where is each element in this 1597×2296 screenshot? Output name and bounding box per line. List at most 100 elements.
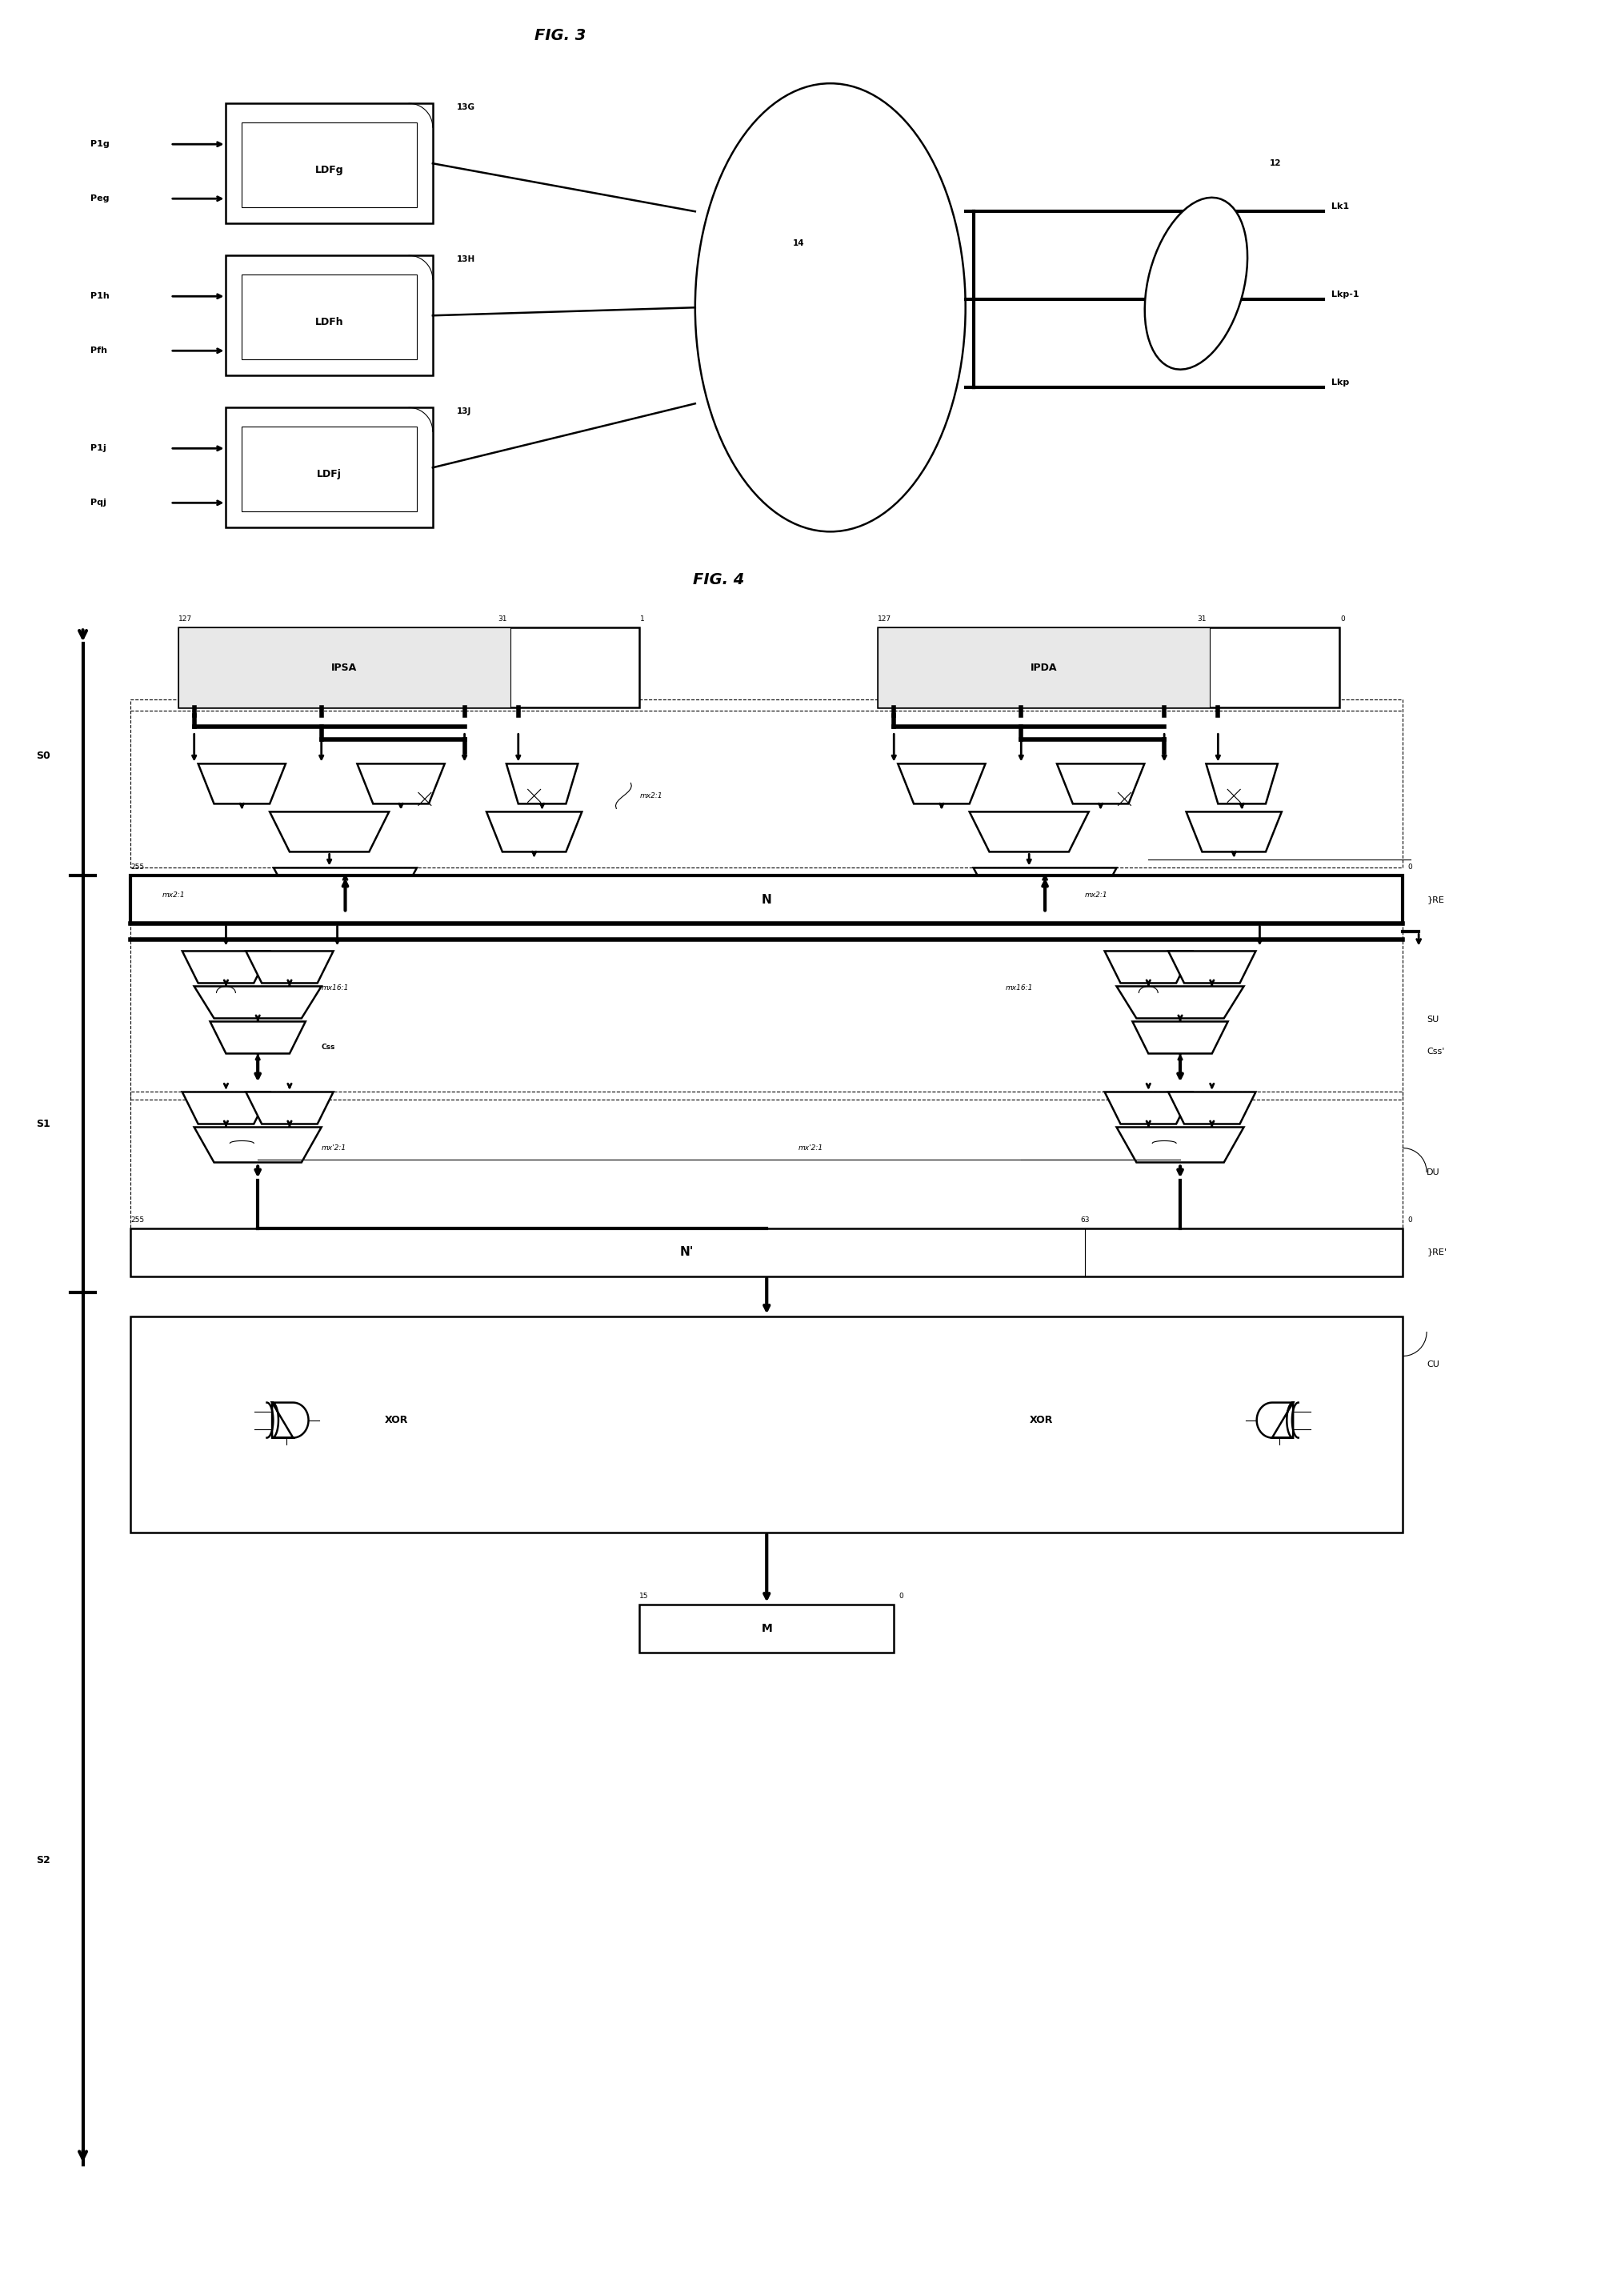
Polygon shape [270, 813, 390, 852]
Text: S2: S2 [37, 1855, 50, 1867]
Bar [131, 1093, 1402, 1261]
Polygon shape [969, 813, 1089, 852]
Text: 255: 255 [131, 1217, 144, 1224]
Bar [227, 103, 433, 223]
Bar [241, 276, 417, 360]
Text: FIG. 4: FIG. 4 [693, 572, 744, 588]
Polygon shape [182, 1093, 270, 1125]
Text: Lk1: Lk1 [1332, 202, 1349, 211]
Polygon shape [1105, 1093, 1191, 1125]
Ellipse shape [1145, 197, 1247, 370]
Text: Pqj: Pqj [91, 498, 107, 507]
Text: N: N [762, 893, 771, 907]
Polygon shape [506, 765, 578, 804]
Text: }RE: }RE [1426, 895, 1444, 905]
Text: P1g: P1g [91, 140, 110, 149]
Text: FIG. 3: FIG. 3 [535, 28, 586, 44]
Text: Pfh: Pfh [91, 347, 107, 356]
Text: S0: S0 [37, 751, 50, 760]
Text: mx2:1: mx2:1 [639, 792, 663, 799]
Bar [227, 409, 433, 528]
Text: XOR: XOR [385, 1414, 409, 1426]
Text: CU: CU [1426, 1359, 1439, 1368]
Text: Css: Css [321, 1045, 335, 1052]
Text: Css': Css' [1426, 1047, 1445, 1056]
Text: mx2:1: mx2:1 [163, 891, 185, 898]
Text: 31: 31 [498, 615, 506, 622]
Polygon shape [358, 765, 444, 804]
Ellipse shape [695, 83, 966, 533]
Bar [131, 875, 1402, 923]
Text: }RE': }RE' [1426, 1249, 1447, 1256]
Bar [878, 627, 1340, 707]
Bar [878, 627, 1211, 707]
Polygon shape [246, 951, 334, 983]
Text: mx16:1: mx16:1 [321, 985, 348, 992]
Bar [131, 700, 1402, 868]
Text: LDFh: LDFh [315, 317, 343, 326]
Text: 12: 12 [1270, 158, 1281, 168]
Polygon shape [1116, 1127, 1244, 1162]
Polygon shape [195, 987, 321, 1019]
Polygon shape [1105, 951, 1191, 983]
Text: 0: 0 [899, 1591, 904, 1600]
Polygon shape [198, 765, 286, 804]
Text: 0: 0 [1407, 863, 1412, 870]
Bar [241, 122, 417, 207]
Bar [227, 255, 433, 377]
Text: 63: 63 [1080, 1217, 1089, 1224]
Polygon shape [487, 813, 581, 852]
Text: Lkp-1: Lkp-1 [1332, 292, 1359, 298]
Text: XOR: XOR [1030, 1414, 1052, 1426]
Text: mx'2:1: mx'2:1 [798, 1143, 824, 1153]
Polygon shape [246, 1093, 334, 1125]
Text: 127: 127 [878, 615, 891, 622]
Text: 0: 0 [1340, 615, 1345, 622]
Bar [131, 1228, 1402, 1277]
Text: N': N' [680, 1247, 695, 1258]
Text: mx2:1: mx2:1 [1084, 891, 1108, 898]
Text: P1h: P1h [91, 292, 110, 301]
Bar [639, 1605, 894, 1653]
Polygon shape [195, 1127, 321, 1162]
Polygon shape [1169, 951, 1255, 983]
Bar [241, 427, 417, 512]
Text: mx16:1: mx16:1 [1005, 985, 1033, 992]
Polygon shape [1132, 1022, 1228, 1054]
Text: Peg: Peg [91, 195, 110, 202]
Text: LDFj: LDFj [316, 468, 342, 480]
Text: IPSA: IPSA [332, 664, 358, 673]
Polygon shape [1206, 765, 1278, 804]
Text: 13J: 13J [457, 409, 471, 416]
Text: LDFg: LDFg [315, 165, 343, 174]
Text: 13H: 13H [457, 255, 476, 264]
Polygon shape [1116, 987, 1244, 1019]
Text: SU: SU [1426, 1015, 1439, 1024]
Bar [131, 1316, 1402, 1531]
Text: 15: 15 [639, 1591, 648, 1600]
Text: 255: 255 [131, 863, 144, 870]
Polygon shape [1057, 765, 1145, 804]
Polygon shape [211, 1022, 305, 1054]
Polygon shape [898, 765, 985, 804]
Bar [179, 627, 511, 707]
Text: 1: 1 [640, 615, 645, 622]
Text: mx'2:1: mx'2:1 [321, 1143, 347, 1153]
Polygon shape [273, 868, 417, 914]
Bar [131, 923, 1402, 1100]
Text: M: M [762, 1623, 773, 1635]
Bar [179, 627, 639, 707]
Text: 0: 0 [1407, 1217, 1412, 1224]
Text: P1j: P1j [91, 445, 107, 452]
Polygon shape [1187, 813, 1282, 852]
Polygon shape [974, 868, 1116, 914]
Text: 14: 14 [792, 239, 805, 248]
Text: S1: S1 [37, 1118, 50, 1130]
Text: IPDA: IPDA [1030, 664, 1057, 673]
Polygon shape [182, 951, 270, 983]
Polygon shape [1169, 1093, 1255, 1125]
Polygon shape [1257, 1403, 1294, 1437]
Text: 13G: 13G [457, 103, 474, 113]
Text: 31: 31 [1198, 615, 1207, 622]
Polygon shape [271, 1403, 308, 1437]
